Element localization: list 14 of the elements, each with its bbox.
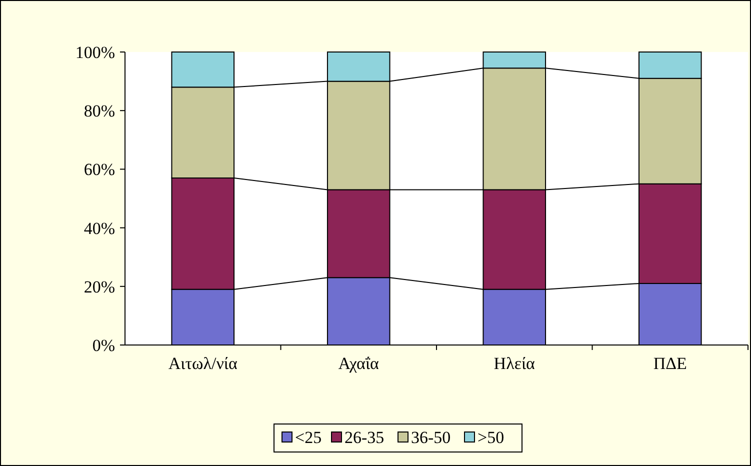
- legend-label: 36-50: [411, 428, 451, 447]
- legend-label: <25: [295, 428, 322, 447]
- y-tick-label: 20%: [84, 277, 115, 296]
- y-tick-label: 100%: [75, 42, 115, 62]
- x-tick-label: Αιτωλ/νία: [168, 354, 238, 373]
- x-tick-label: Ηλεία: [494, 354, 536, 373]
- y-tick-label: 60%: [84, 160, 115, 180]
- y-tick-label: 80%: [84, 102, 115, 121]
- y-tick-label: 40%: [84, 218, 115, 238]
- x-tick-label: ΠΔΕ: [653, 354, 687, 373]
- x-tick-label: Αχαΐα: [338, 354, 380, 373]
- legend-label: 26-35: [344, 428, 384, 447]
- y-tick-label: 0%: [92, 336, 115, 355]
- legend-label: >50: [478, 428, 504, 447]
